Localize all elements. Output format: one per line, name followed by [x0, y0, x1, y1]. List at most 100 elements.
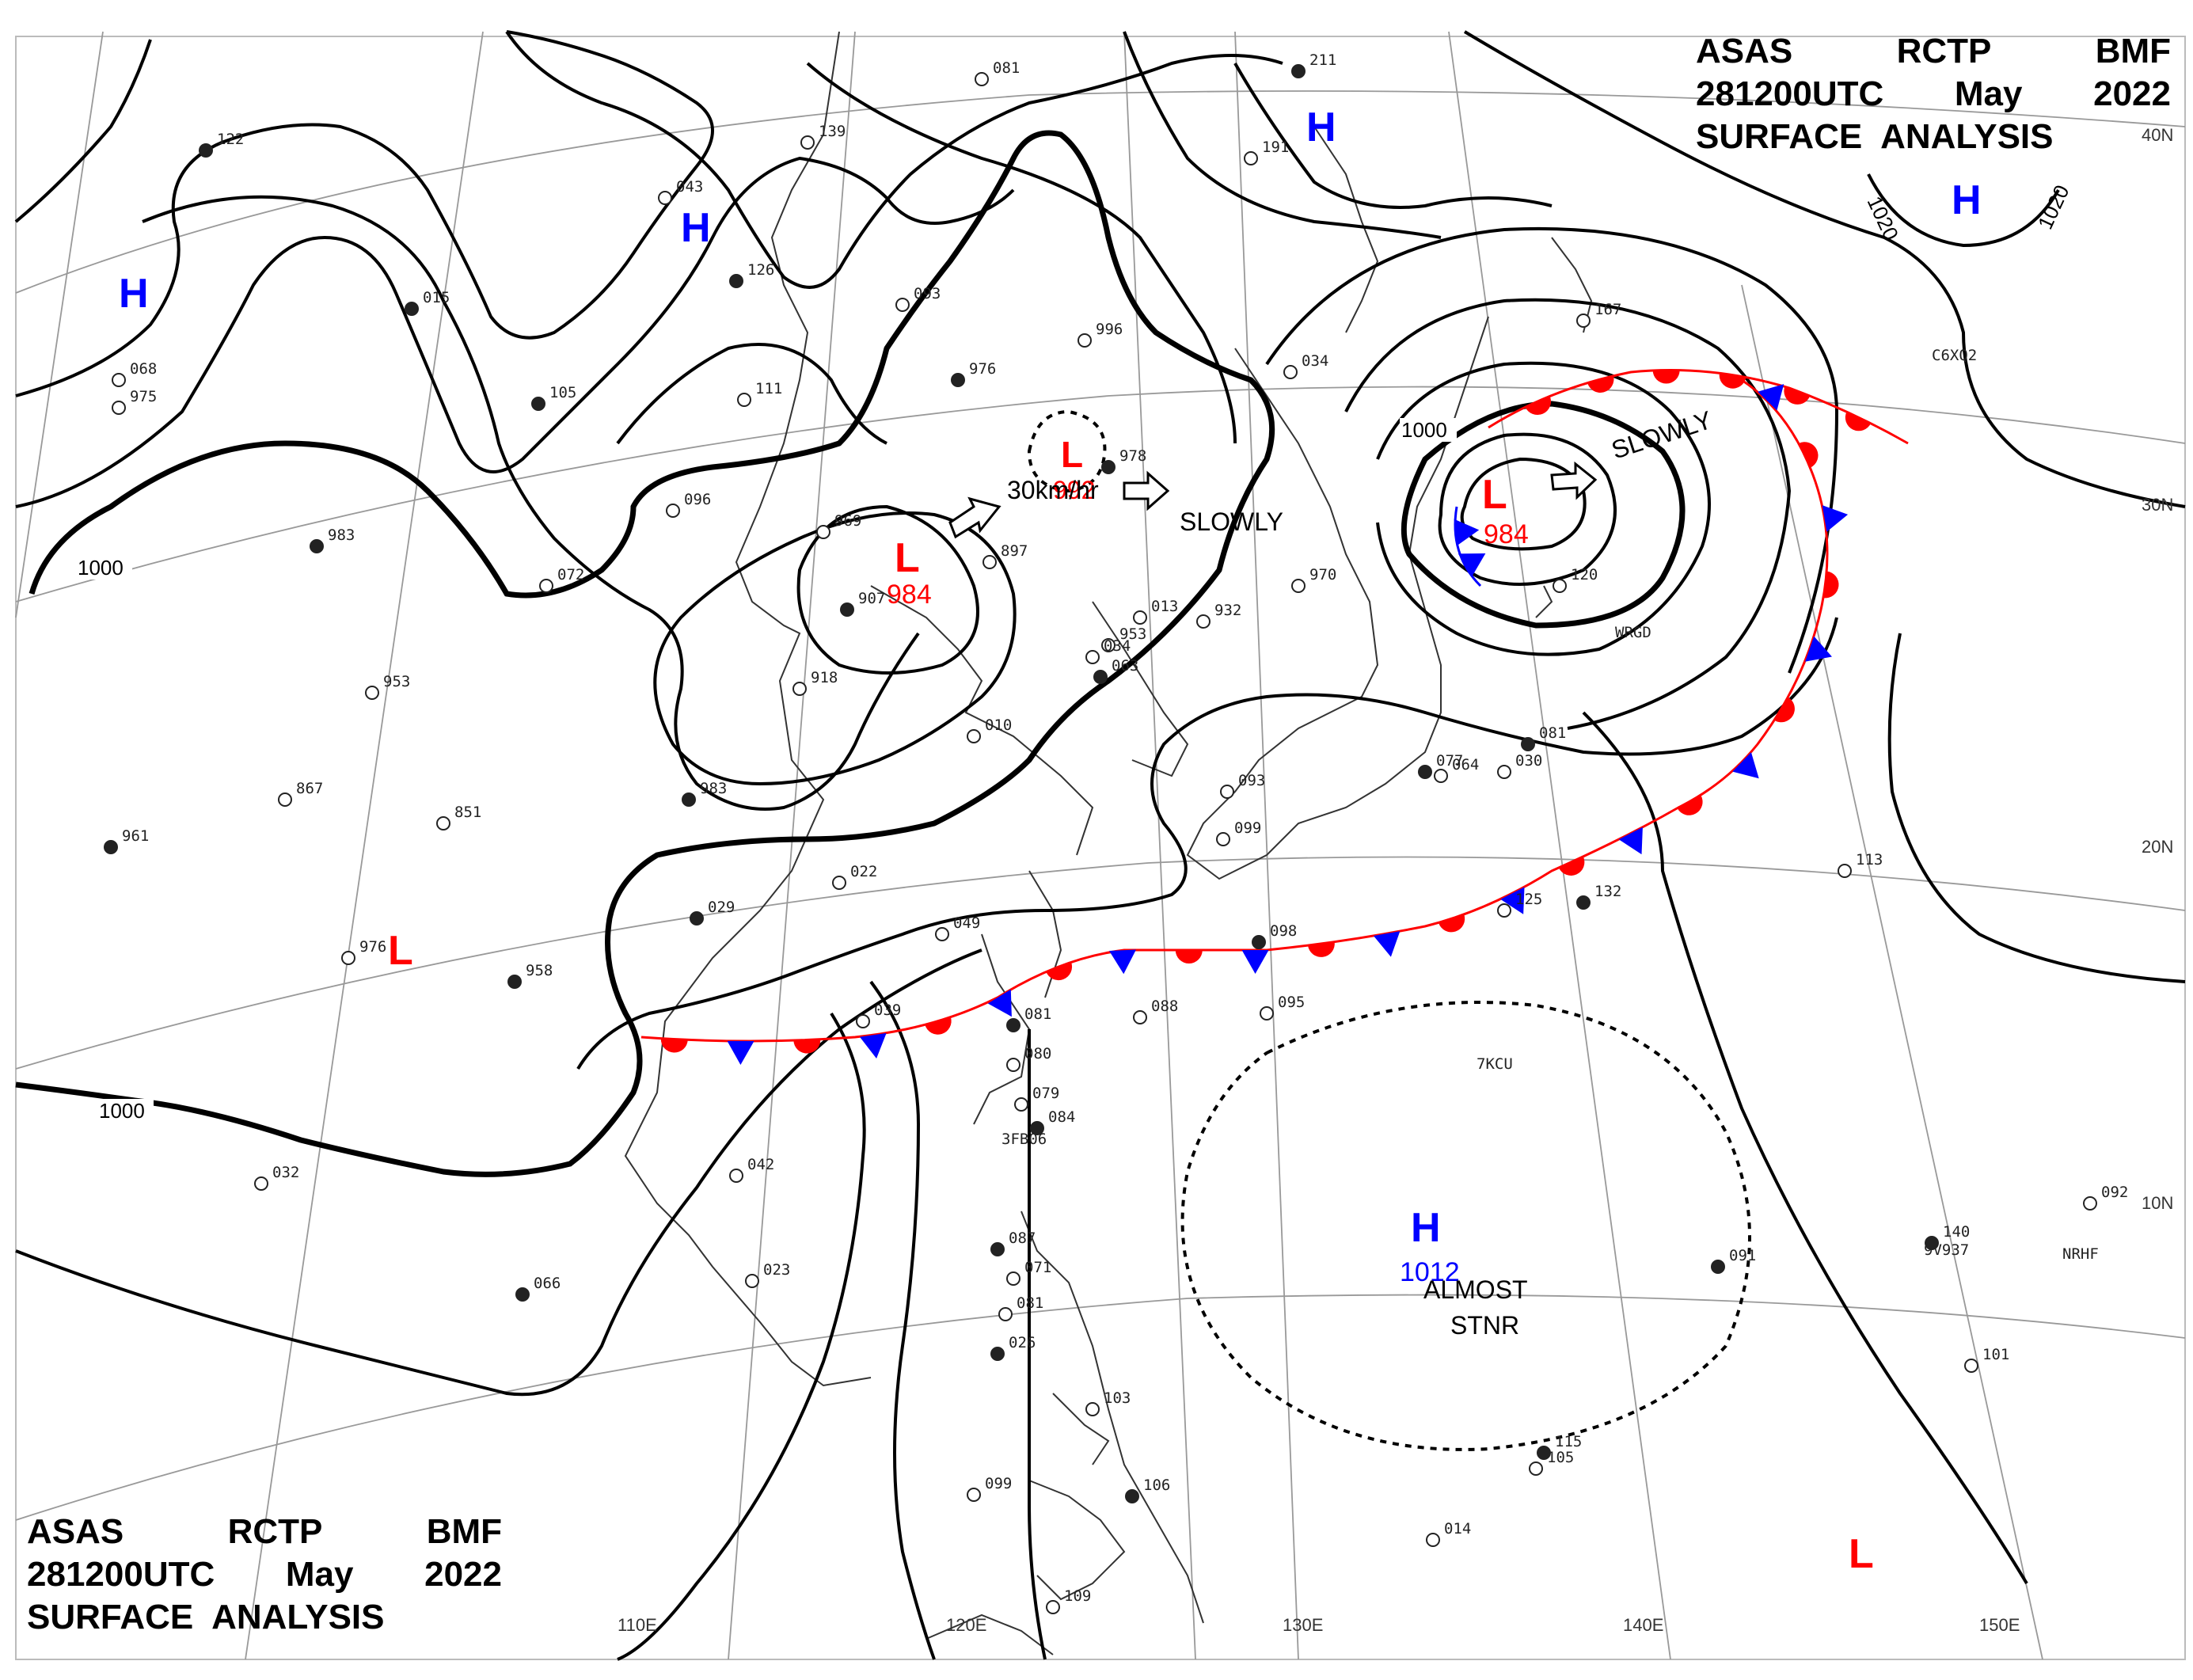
warm-front-ne: [1488, 369, 1909, 445]
station-circle: [951, 373, 965, 387]
header-top-right: ASAS RCTP BMF 281200UTC May 2022 SURFACE…: [1696, 30, 2171, 158]
station-circle: [935, 927, 949, 941]
station-pressure-value: 042: [747, 1156, 774, 1173]
station-pressure-value: 034: [1302, 352, 1328, 370]
header-line-2: 281200UTC May 2022: [1696, 73, 2171, 116]
station-pressure-value: 026: [1009, 1334, 1036, 1351]
station-pressure-value: 167: [1594, 301, 1621, 318]
station-pressure-value: 907: [858, 590, 885, 607]
station-circle: [990, 1347, 1005, 1361]
station-pressure-value: 095: [1278, 994, 1305, 1011]
lat-label-30n: 30N: [2142, 495, 2173, 515]
station-pressure-value: 125: [1515, 891, 1542, 908]
station-pressure-value: 043: [676, 178, 703, 196]
station-circle: [840, 602, 854, 617]
station-pressure-value: 071: [1024, 1259, 1051, 1276]
station-callsign: 9V937: [1924, 1241, 1969, 1259]
station-pressure-value: 081: [993, 59, 1020, 77]
station-pressure-value: 039: [874, 1002, 901, 1019]
station-circle: [792, 682, 807, 696]
warm-front-semicircle: [1525, 396, 1552, 416]
station-pressure-value: 091: [1729, 1247, 1756, 1264]
stationary-front-south: [640, 378, 1829, 1043]
station-pressure-value: 996: [1096, 321, 1123, 338]
motion-labels: 30km/hr SLOWLY SLOWLY ALMOST STNR: [1007, 405, 1716, 1340]
station-pressure-value: 080: [1024, 1045, 1051, 1062]
station-circle: [1006, 1271, 1020, 1286]
station-pressure-value: 103: [1104, 1389, 1131, 1407]
header-time: 281200UTC: [27, 1555, 215, 1594]
header-bottom-left: ASAS RCTP BMF 281200UTC May 2022 SURFACE…: [27, 1511, 502, 1639]
station-circle: [515, 1287, 530, 1302]
low-center-japan: L: [1482, 472, 1507, 518]
station-pressure-value: 953: [383, 673, 410, 690]
header-code: BMF: [426, 1512, 502, 1551]
station-circle: [1252, 935, 1266, 949]
motion-text-yellow-sea: SLOWLY: [1180, 507, 1283, 536]
warm-front-semicircle: [1652, 370, 1680, 384]
warm-front-semicircle: [1845, 411, 1872, 431]
station-circle: [1125, 1489, 1139, 1503]
lat-label-20n: 20N: [2142, 837, 2173, 857]
station-circle: [682, 792, 696, 807]
station-pressure-value: 093: [1238, 772, 1265, 789]
station-pressure-value: 063: [1112, 657, 1138, 675]
header-line-1: ASAS RCTP BMF: [1696, 30, 2171, 73]
station-pressure-value: 101: [1982, 1346, 2009, 1363]
cold-front-triangle: [1805, 636, 1832, 662]
warm-front-semicircle: [1784, 386, 1811, 405]
station-circle: [1077, 333, 1092, 348]
warm-front-semicircle: [1308, 941, 1335, 957]
station-pressure-value: 191: [1262, 139, 1289, 156]
station-circle: [1220, 785, 1234, 799]
station-circle: [990, 1242, 1005, 1256]
header-line-1: ASAS RCTP BMF: [27, 1511, 502, 1553]
station-pressure-value: 969: [834, 512, 861, 530]
station-circle: [1529, 1461, 1543, 1476]
station-circle: [1426, 1533, 1440, 1547]
isobar-label-1000-west: 1000: [78, 556, 124, 580]
station-circle: [737, 393, 751, 407]
station-circle: [745, 1274, 759, 1288]
cold-front-triangle: [1373, 931, 1401, 957]
station-circle: [1006, 1018, 1020, 1032]
lat-label-40n: 40N: [2142, 125, 2173, 145]
station-circle: [104, 840, 118, 854]
station-pressure-value: 096: [684, 491, 711, 508]
isobar-low-china: [796, 504, 979, 675]
isobar-label-1000-japan: 1000: [1401, 418, 1447, 442]
station-pressure-value: 932: [1214, 602, 1241, 619]
station-circle: [832, 876, 846, 890]
station-circle: [967, 1488, 981, 1502]
cold-front-triangle: [1109, 949, 1136, 975]
station-circle: [690, 911, 704, 926]
station-circle: [254, 1176, 268, 1191]
lon-label-140e: 140E: [1623, 1615, 1663, 1635]
cold-front-triangle: [1454, 519, 1480, 546]
station-circle: [199, 143, 213, 158]
isobar-1000-west: [15, 130, 1275, 1177]
header-year: 2022: [424, 1555, 502, 1594]
station-circle: [1291, 579, 1306, 593]
station-pressure-value: 867: [296, 780, 323, 797]
station-circle: [1085, 1402, 1100, 1416]
warm-front-semicircle: [1677, 795, 1703, 815]
station-pressure-value: 897: [1001, 542, 1028, 560]
station-circle: [1418, 765, 1432, 779]
station-pressure-value: 109: [1064, 1587, 1091, 1605]
station-circle: [1925, 1236, 1939, 1250]
lon-label-130e: 130E: [1283, 1615, 1323, 1635]
station-pressure-value: 013: [1151, 598, 1178, 615]
station-pressure-value: 093: [914, 285, 941, 302]
station-pressure-value: 106: [1143, 1477, 1170, 1494]
station-callsign: C6XQ2: [1932, 347, 1977, 364]
station-circle: [1030, 1121, 1044, 1135]
station-circle: [1101, 638, 1116, 652]
station-callsign: NRHF: [2062, 1245, 2099, 1263]
station-pressure-value: 010: [985, 716, 1012, 734]
station-circle: [1434, 769, 1448, 783]
lat-label-10n: 10N: [2142, 1193, 2173, 1213]
station-pressure-value: 851: [454, 804, 481, 821]
station-pressure-value: 105: [1547, 1449, 1574, 1466]
